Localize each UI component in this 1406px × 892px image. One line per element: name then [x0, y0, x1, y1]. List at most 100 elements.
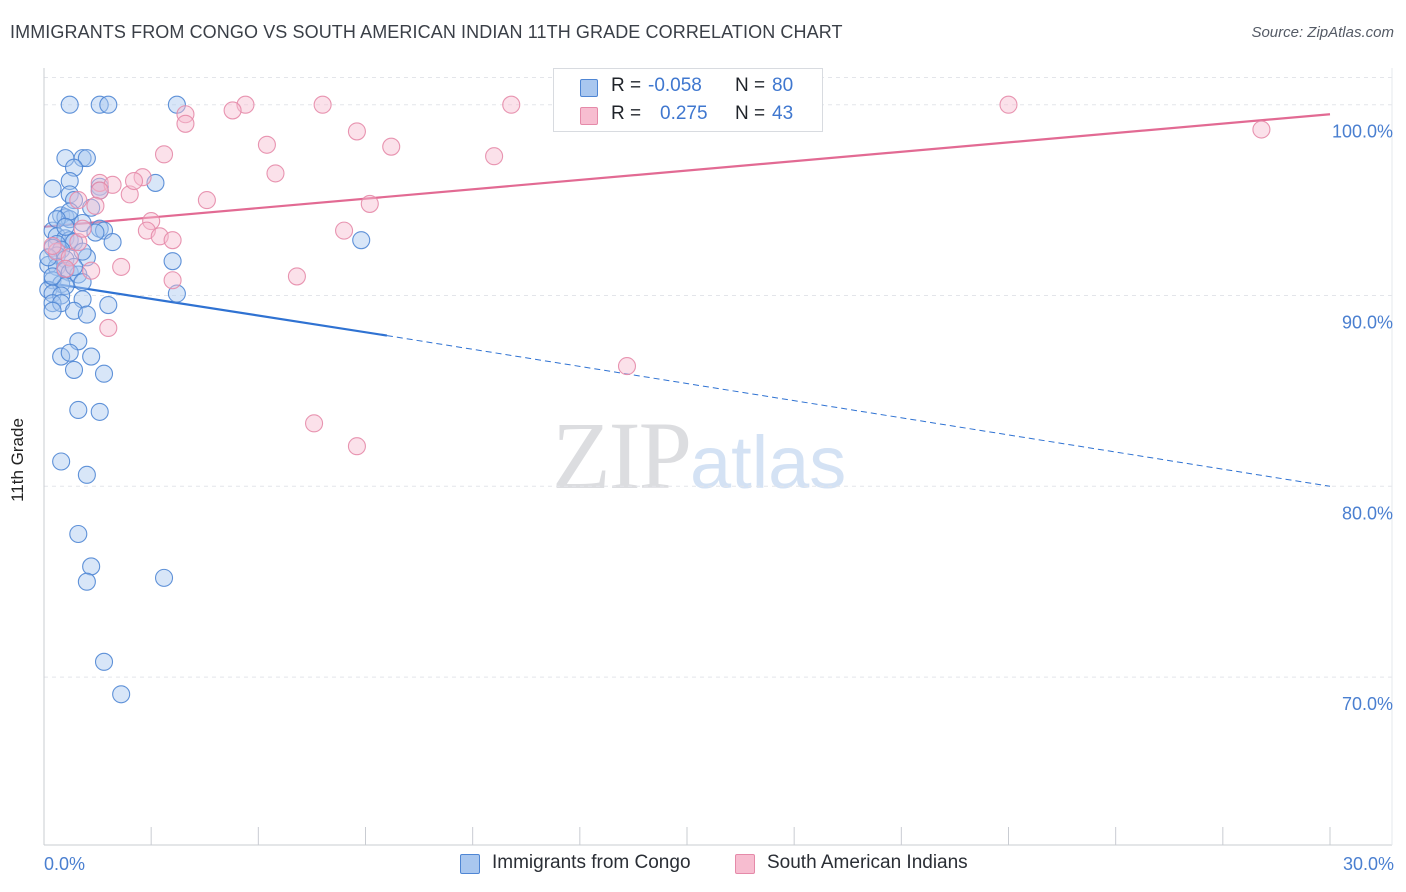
legend-sai-label: South American Indians	[767, 852, 968, 873]
sai-point-13	[133, 168, 152, 187]
sai-point-41	[73, 219, 92, 238]
sai-point-36	[305, 414, 324, 433]
congo-point-68	[112, 685, 131, 704]
congo-point-54	[52, 347, 71, 366]
trend-lines	[43, 113, 1331, 487]
sai-point-32	[287, 267, 306, 286]
congo-point-56	[82, 347, 101, 366]
congo-point-18	[73, 213, 92, 233]
legend-item-congo[interactable]: Immigrants from Congo	[460, 852, 720, 876]
congo-point-60	[90, 402, 109, 421]
y-tick-label-90: 90.0%	[1342, 313, 1393, 333]
sai-point-17	[120, 185, 139, 204]
x-tick-label-max: 30.0%	[1343, 854, 1394, 874]
sai-point-34	[99, 318, 118, 337]
congo-point-61	[52, 452, 71, 471]
congo-swatch	[580, 79, 598, 97]
sai-point-9	[382, 137, 401, 156]
sai-point-12	[266, 164, 285, 183]
sai-point-5	[176, 105, 195, 124]
sai-point-31	[56, 259, 75, 278]
congo-point-69	[352, 231, 371, 250]
sai-point-29	[112, 257, 131, 276]
sai-point-35	[617, 357, 637, 376]
sai-point-6	[176, 114, 195, 133]
sai-point-26	[69, 233, 88, 252]
axes	[43, 68, 1393, 846]
sai-point-28	[60, 248, 79, 267]
congo-point-7	[64, 158, 84, 177]
sai-point-19	[360, 194, 379, 213]
congo-point-57	[64, 360, 84, 379]
source-credit[interactable]: Source: ZipAtlas.com	[1251, 24, 1394, 41]
congo-point-55	[60, 343, 79, 362]
congo-point-8	[60, 171, 79, 191]
congo-point-65	[77, 572, 96, 591]
legend-sai-swatch	[735, 854, 755, 874]
sai-point-8	[257, 135, 276, 154]
legend-item-sai[interactable]: South American Indians	[735, 852, 995, 876]
sai-point-33	[163, 271, 182, 290]
congo-point-62	[77, 465, 96, 484]
sai-r-value: 0.275	[660, 103, 708, 124]
sai-n-label: N =	[735, 103, 766, 124]
congo-n-value: 80	[772, 75, 794, 96]
sai-point-1	[313, 95, 332, 114]
congo-point-2	[99, 95, 118, 114]
congo-point-49	[99, 295, 118, 315]
sai-point-4	[223, 101, 242, 120]
sai-point-2	[502, 95, 521, 114]
congo-point-66	[154, 568, 174, 587]
chart-title: IMMIGRANTS FROM CONGO VS SOUTH AMERICAN …	[10, 22, 843, 42]
sai-swatch	[580, 107, 598, 125]
tick-labels: 70.0% 80.0% 90.0% 100.0% 0.0% 30.0%	[44, 122, 1394, 874]
sai-point-20	[69, 191, 88, 210]
sai-point-30	[82, 261, 101, 280]
congo-point-13	[64, 191, 84, 210]
y-tick-label-100: 100.0%	[1332, 122, 1393, 142]
sai-point-25	[163, 231, 182, 250]
sai-point-11	[485, 147, 504, 166]
congo-point-11	[43, 179, 62, 198]
sai-point-23	[335, 221, 354, 240]
congo-r-label: R =	[611, 75, 642, 96]
sai-point-3	[999, 95, 1018, 114]
congo-point-70	[163, 252, 182, 271]
congo-point-6	[77, 149, 96, 168]
y-tick-label-80: 80.0%	[1342, 503, 1393, 523]
congo-r-value: -0.058	[648, 75, 702, 96]
congo-point-50	[43, 301, 62, 320]
sai-point-21	[142, 212, 161, 231]
congo-trend-line	[43, 281, 388, 337]
congo-point-64	[82, 557, 101, 576]
stats-row-sai: R = 0.275 N = 43	[554, 100, 822, 128]
congo-point-27	[103, 233, 122, 252]
sai-point-42	[124, 171, 144, 191]
sai-point-40	[43, 236, 62, 255]
sai-point-16	[90, 181, 109, 200]
sai-r-label: R =	[611, 103, 642, 124]
sai-point-18	[197, 191, 216, 210]
x-tick-label-min: 0.0%	[44, 854, 85, 874]
sai-n-value: 43	[772, 103, 794, 124]
legend-congo-swatch	[460, 854, 480, 874]
sai-point-39	[86, 196, 105, 215]
sai-point-7	[347, 122, 366, 141]
congo-point-52	[77, 305, 96, 324]
data-points	[39, 95, 1271, 704]
congo-point-63	[69, 524, 88, 544]
legend-congo-label: Immigrants from Congo	[492, 852, 691, 873]
congo-point-67	[94, 652, 114, 671]
congo-point-59	[69, 400, 88, 420]
sai-trend-line	[43, 113, 1331, 228]
congo-point-45	[167, 284, 186, 303]
congo-point-77	[56, 217, 75, 236]
congo-point-58	[94, 364, 114, 383]
correlation-stats-box: R = -0.058 N = 80 R = 0.275 N = 43	[553, 68, 823, 132]
congo-point-0	[60, 95, 79, 114]
congo-n-label: N =	[735, 75, 766, 96]
y-tick-label-70: 70.0%	[1342, 694, 1393, 714]
stats-row-congo: R = -0.058 N = 80	[554, 72, 822, 100]
sai-point-37	[347, 437, 366, 456]
